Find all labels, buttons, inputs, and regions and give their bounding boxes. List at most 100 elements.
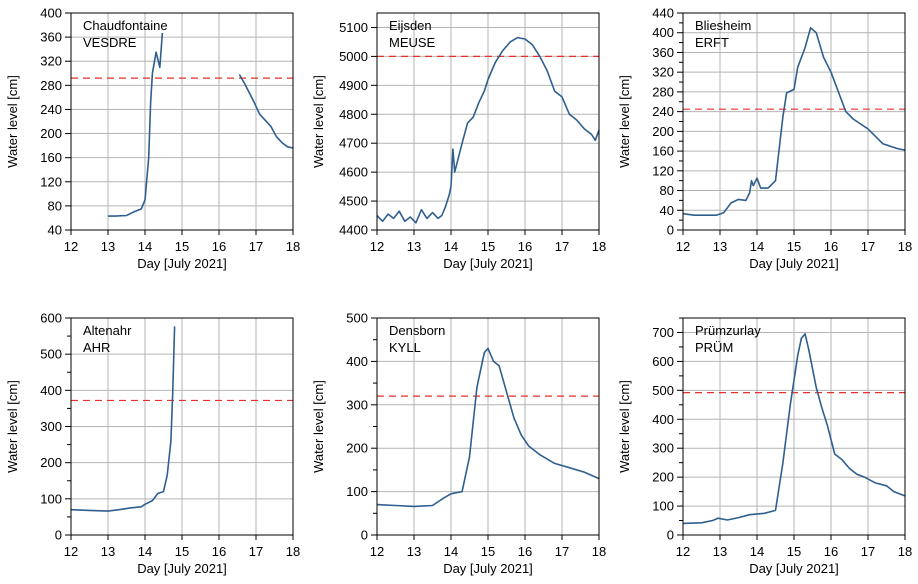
- x-tick-label: 17: [861, 239, 875, 254]
- y-tick-label: 600: [652, 354, 674, 369]
- x-tick-label: 16: [212, 544, 226, 559]
- x-axis-label: Day [July 2021]: [137, 256, 227, 271]
- y-tick-label: 320: [652, 65, 674, 80]
- river-name: AHR: [83, 340, 110, 355]
- y-tick-label: 200: [346, 441, 368, 456]
- y-tick-label: 4600: [339, 165, 368, 180]
- x-tick-label: 14: [750, 239, 764, 254]
- x-axis-label: Day [July 2021]: [137, 561, 227, 576]
- y-tick-label: 100: [346, 484, 368, 499]
- series-line: [376, 36, 600, 224]
- y-tick-label: 4500: [339, 194, 368, 209]
- x-tick-label: 16: [212, 239, 226, 254]
- x-tick-label: 15: [787, 544, 801, 559]
- chart-panel-ahr: 12 13 14 15 16 17 18 0 100 200 300 400 500 600 Day [Ju…: [5, 311, 300, 577]
- series-line: [70, 326, 176, 512]
- x-axis-label: Day [July 2021]: [749, 256, 839, 271]
- y-tick-label: 200: [40, 126, 62, 141]
- y-tick-label: 4800: [339, 107, 368, 122]
- x-tick-label: 14: [138, 544, 152, 559]
- y-axis-label: Water level [cm]: [311, 380, 326, 473]
- y-tick-label: 160: [652, 144, 674, 159]
- x-tick-label: 13: [101, 239, 115, 254]
- y-tick-label: 240: [40, 102, 62, 117]
- x-tick-label: 13: [713, 544, 727, 559]
- x-tick-label: 13: [101, 544, 115, 559]
- x-tick-label: 14: [138, 239, 152, 254]
- chart-panel-meuse: 12 13 14 15 16 17 18 4400 4500 4600 4700 4800 4900 50…: [311, 12, 606, 271]
- y-tick-label: 0: [667, 223, 674, 238]
- y-tick-label: 5000: [339, 49, 368, 64]
- y-tick-label: 400: [346, 354, 368, 369]
- x-tick-label: 18: [592, 544, 606, 559]
- x-tick-label: 12: [64, 544, 78, 559]
- x-axis-label: Day [July 2021]: [749, 561, 839, 576]
- x-tick-label: 17: [249, 239, 263, 254]
- series-line: [376, 347, 600, 508]
- y-tick-label: 4900: [339, 78, 368, 93]
- x-tick-label: 15: [175, 239, 189, 254]
- y-tick-label: 240: [652, 104, 674, 119]
- y-tick-label: 160: [40, 150, 62, 165]
- river-name: PRÜM: [695, 340, 733, 355]
- y-tick-label: 440: [652, 6, 674, 21]
- chart-panel-erft: 12 13 14 15 16 17 18 0 40 80 120 160 200 240 280 320 360…: [617, 6, 912, 272]
- y-tick-label: 600: [40, 311, 62, 326]
- y-tick-label: 0: [361, 528, 368, 543]
- y-tick-label: 4400: [339, 223, 368, 238]
- chart-panel-vesdre: 12 13 14 15 16 17 18 40 80 120 160 200 240 280 320 360 4…: [5, 6, 300, 272]
- river-name: ERFT: [695, 35, 729, 50]
- y-tick-label: 40: [660, 203, 674, 218]
- y-tick-label: 320: [40, 54, 62, 69]
- x-tick-label: 12: [676, 544, 690, 559]
- station-name: Bliesheim: [695, 18, 751, 33]
- y-tick-label: 400: [40, 383, 62, 398]
- y-tick-label: 280: [40, 78, 62, 93]
- x-tick-label: 13: [713, 239, 727, 254]
- chart-panel-prüm: 12 13 14 15 16 17 18 0 100 200 300 400 500 600 700 Day …: [617, 317, 912, 576]
- x-tick-label: 14: [750, 544, 764, 559]
- y-tick-label: 200: [652, 470, 674, 485]
- x-tick-label: 18: [286, 544, 300, 559]
- y-tick-label: 700: [652, 325, 674, 340]
- river-name: KYLL: [389, 340, 421, 355]
- y-tick-label: 5100: [339, 20, 368, 35]
- y-tick-label: 0: [667, 528, 674, 543]
- x-tick-label: 18: [592, 239, 606, 254]
- series-line: [108, 32, 164, 217]
- y-tick-label: 80: [660, 183, 674, 198]
- x-tick-label: 13: [407, 239, 421, 254]
- series-line: [682, 27, 906, 216]
- y-tick-label: 280: [652, 84, 674, 99]
- y-axis-label: Water level [cm]: [5, 380, 20, 473]
- y-tick-label: 360: [40, 30, 62, 45]
- y-axis-label: Water level [cm]: [311, 75, 326, 168]
- y-tick-label: 80: [48, 198, 62, 213]
- x-tick-label: 16: [824, 544, 838, 559]
- x-tick-label: 18: [286, 239, 300, 254]
- x-tick-label: 18: [898, 544, 912, 559]
- station-name: Densborn: [389, 323, 445, 338]
- y-tick-label: 300: [346, 397, 368, 412]
- station-name: Chaudfontaine: [83, 18, 168, 33]
- x-tick-label: 15: [481, 544, 495, 559]
- x-tick-label: 18: [898, 239, 912, 254]
- y-tick-label: 100: [40, 491, 62, 506]
- y-tick-label: 0: [55, 528, 62, 543]
- x-tick-label: 12: [676, 239, 690, 254]
- y-tick-label: 100: [652, 499, 674, 514]
- x-tick-label: 17: [861, 544, 875, 559]
- x-tick-label: 15: [787, 239, 801, 254]
- river-name: MEUSE: [389, 35, 436, 50]
- y-axis-label: Water level [cm]: [617, 75, 632, 168]
- y-tick-label: 500: [346, 311, 368, 326]
- y-tick-label: 40: [48, 223, 62, 238]
- river-name: VESDRE: [83, 35, 137, 50]
- x-tick-label: 15: [481, 239, 495, 254]
- x-tick-label: 16: [518, 544, 532, 559]
- y-axis-label: Water level [cm]: [5, 75, 20, 168]
- y-tick-label: 500: [40, 347, 62, 362]
- x-tick-label: 14: [444, 239, 458, 254]
